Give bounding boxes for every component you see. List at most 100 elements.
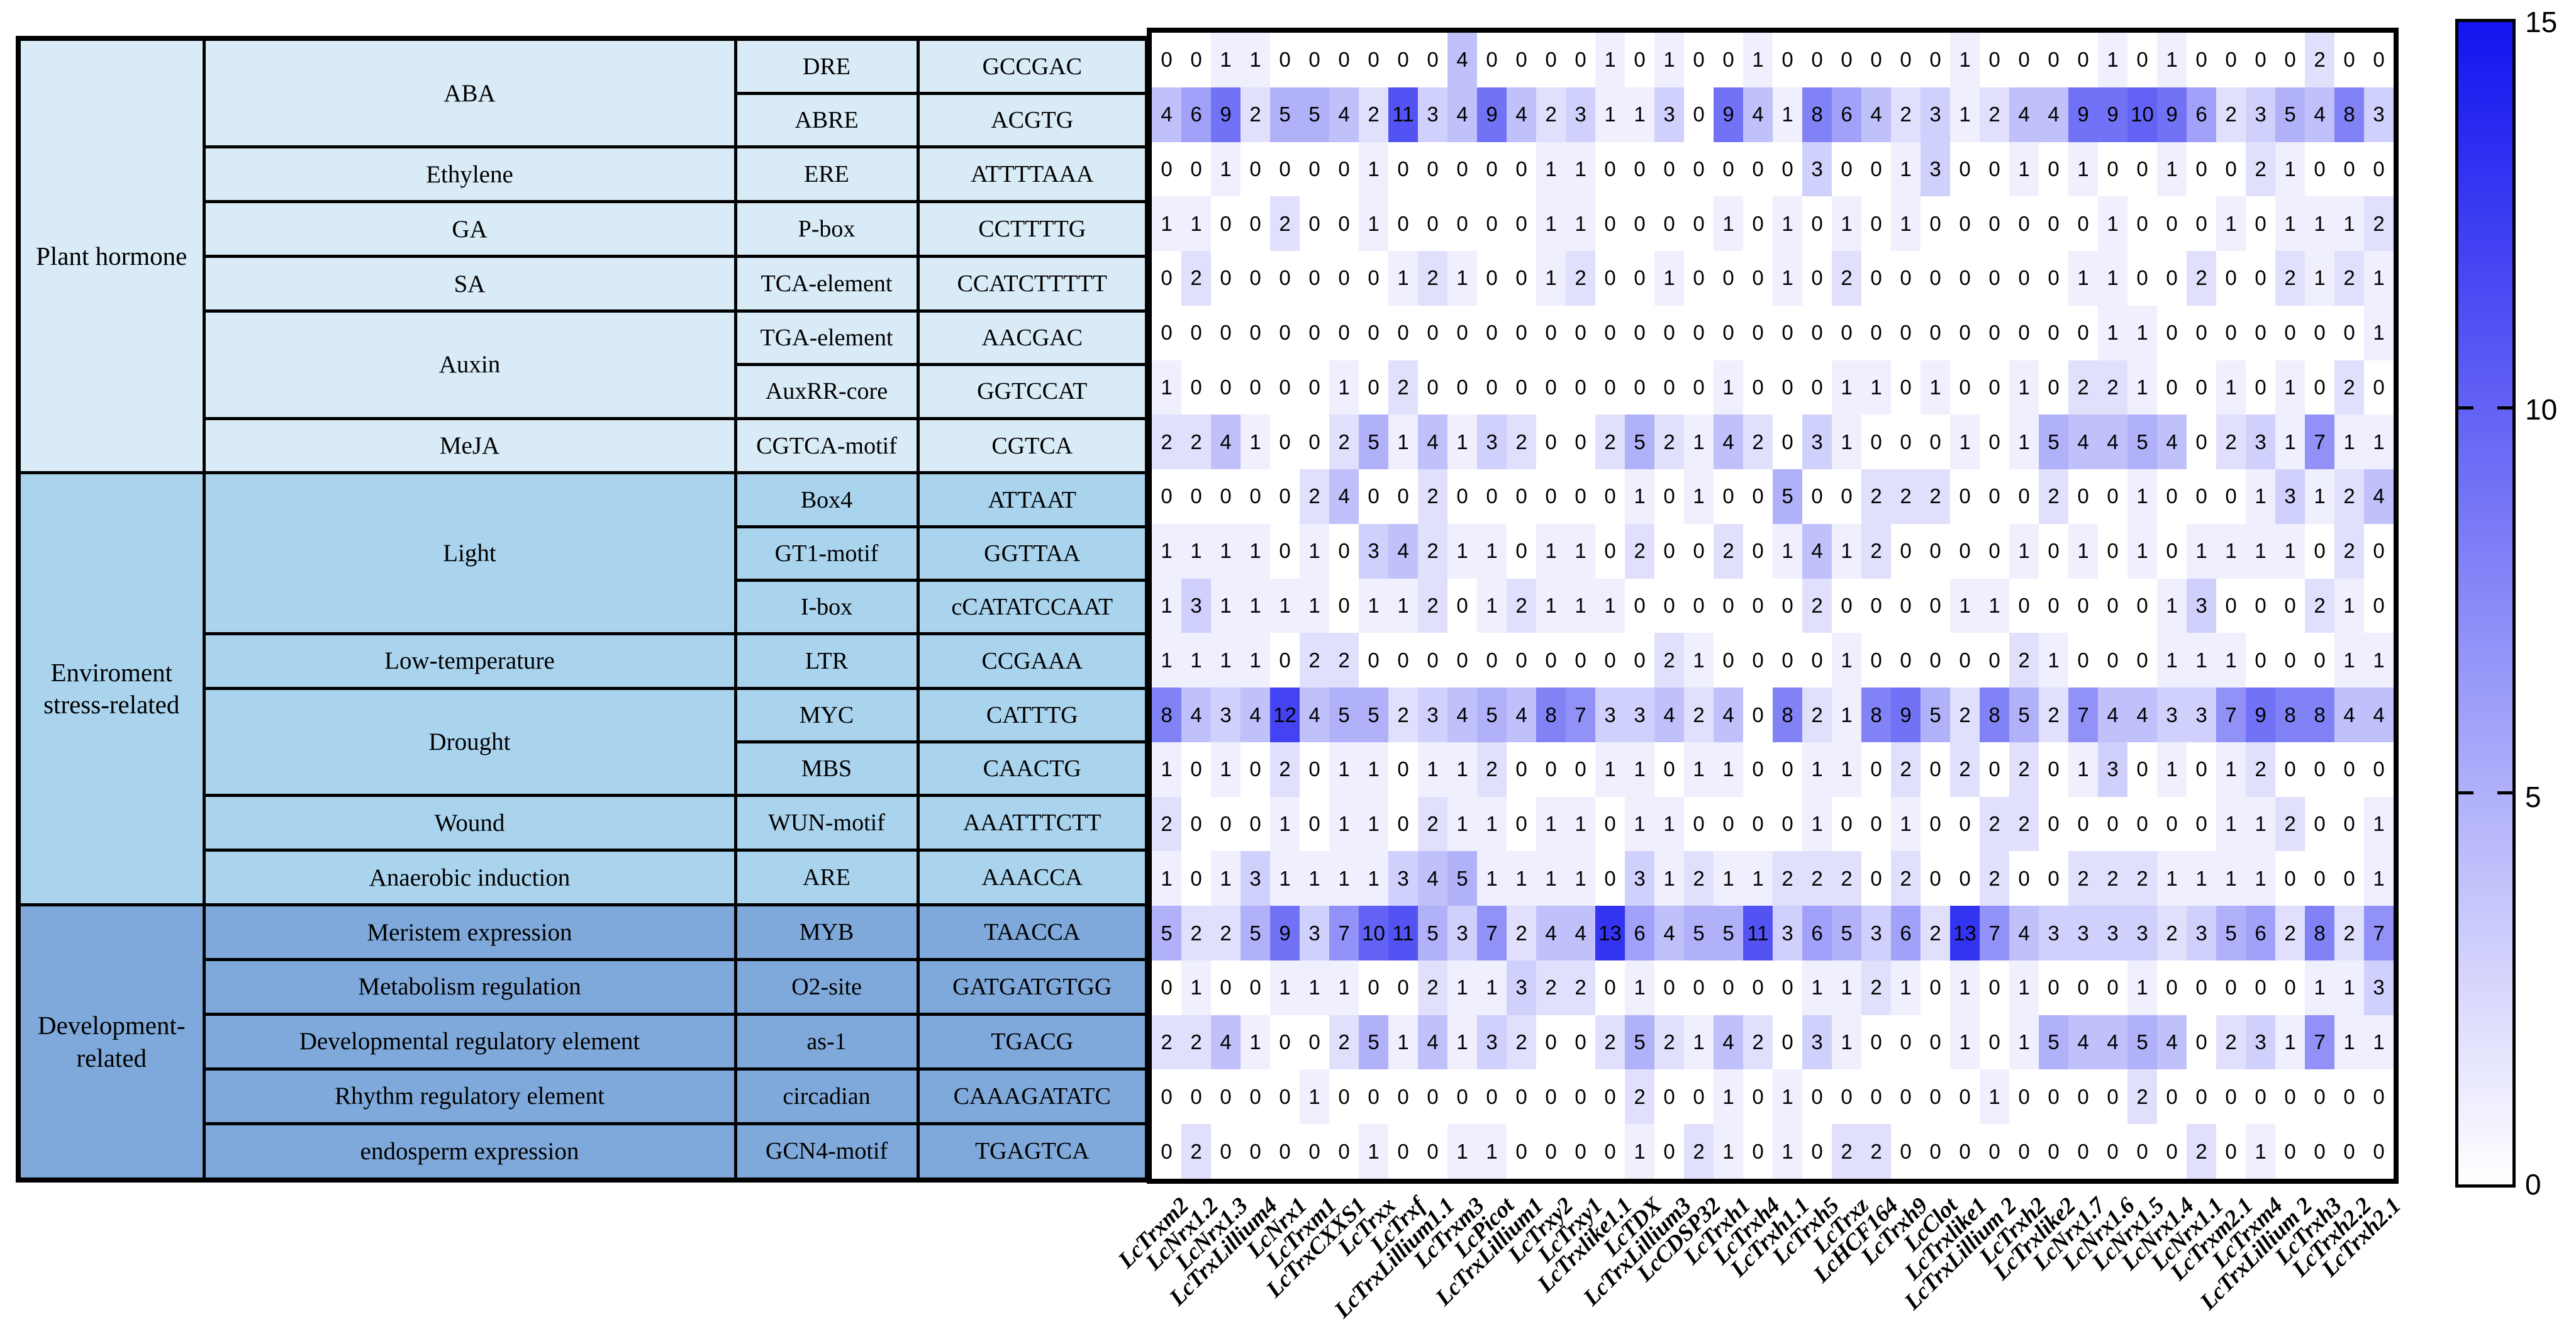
heatmap-cell: 0 (1980, 469, 2009, 524)
heatmap-cell: 2 (1861, 1124, 1891, 1179)
heatmap-cell: 8 (1980, 687, 2009, 742)
heatmap-cell: 0 (1447, 1069, 1477, 1125)
heatmap-cell: 2 (1566, 960, 1595, 1015)
heatmap-cell: 3 (1418, 87, 1447, 142)
heatmap-cell: 0 (2039, 33, 2068, 87)
heatmap-cell: 0 (2246, 196, 2275, 252)
heatmap-cell: 0 (2039, 960, 2068, 1015)
heatmap-cell: 0 (1181, 33, 1211, 87)
heatmap-cell: 0 (1507, 33, 1536, 87)
heatmap-cell: 7 (1477, 906, 1507, 960)
heatmap-cell: 2 (1359, 87, 1388, 142)
heatmap-cell: 2 (1921, 906, 1950, 960)
heatmap-cell: 0 (1595, 851, 1625, 906)
heatmap-cell: 0 (1595, 142, 1625, 197)
function-cell: Light (202, 471, 737, 635)
heatmap-cell: 1 (1802, 796, 1832, 852)
heatmap-cell: 0 (1891, 1069, 1921, 1125)
heatmap-cell: 1 (1536, 796, 1566, 852)
heatmap-cell: 0 (2187, 415, 2216, 470)
heatmap-cell: 1 (1447, 523, 1477, 579)
cis-element-table: Plant hormone ABA DRE GCCGAC ABRE ACGTG Ethyle… (16, 36, 1150, 1183)
heatmap-cell: 1 (1152, 742, 1181, 797)
heatmap-cell: 3 (1802, 142, 1832, 197)
heatmap-cell: 0 (1832, 578, 1861, 633)
heatmap-cell: 3 (1447, 906, 1477, 960)
heatmap-cell: 1 (1773, 251, 1802, 306)
element-cell: O2-site (733, 958, 920, 1016)
heatmap-cell: 0 (1743, 1124, 1773, 1179)
heatmap-cell: 2 (2334, 523, 2364, 579)
heatmap-cell: 0 (2187, 360, 2216, 415)
heatmap-cell: 2 (2127, 851, 2157, 906)
heatmap-cell: 0 (1418, 142, 1447, 197)
heatmap-cell: 0 (1388, 1069, 1418, 1125)
heatmap-cell: 4 (1654, 906, 1684, 960)
heatmap-cell: 0 (1300, 196, 1329, 252)
heatmap-cell: 2 (1507, 578, 1536, 633)
heatmap-cell: 0 (1566, 469, 1595, 524)
heatmap-cell: 1 (1684, 415, 1714, 470)
heatmap-cell: 1 (2127, 305, 2157, 360)
heatmap-cell: 1 (1211, 633, 1241, 688)
element-cell: GT1-motif (733, 525, 920, 582)
heatmap-cell: 1 (1447, 742, 1477, 797)
heatmap-cell: 2 (1595, 415, 1625, 470)
heatmap-cell: 0 (1388, 196, 1418, 252)
heatmap-cell: 1 (1950, 960, 1980, 1015)
heatmap-cell: 0 (1507, 633, 1536, 688)
heatmap-cell: 1 (1241, 1015, 1270, 1070)
function-cell: Wound (202, 794, 737, 852)
sequence-cell: CAAAGATATC (916, 1067, 1149, 1125)
heatmap-cell: 0 (2127, 251, 2157, 306)
sequence-cell: CCTTTTG (916, 200, 1149, 259)
heatmap-cell: 5 (2039, 415, 2068, 470)
heatmap-cell: 1 (1181, 523, 1211, 579)
heatmap-cell: 2 (2305, 578, 2334, 633)
heatmap-cell: 1 (2364, 251, 2394, 306)
heatmap-cell: 4 (2127, 687, 2157, 742)
heatmap-cell: 1 (2305, 251, 2334, 306)
heatmap-cell: 0 (2068, 196, 2098, 252)
heatmap-cell: 0 (1507, 196, 1536, 252)
heatmap-cell: 7 (1329, 906, 1359, 960)
heatmap-cell: 1 (1743, 851, 1773, 906)
heatmap-cell: 2 (2275, 251, 2305, 306)
heatmap-cell: 1 (2157, 33, 2187, 87)
heatmap-cell: 0 (1980, 415, 2009, 470)
heatmap-cell: 2 (2246, 742, 2275, 797)
heatmap-cell: 0 (1477, 251, 1507, 306)
heatmap-cell: 5 (1625, 415, 1654, 470)
heatmap-cell: 3 (1241, 851, 1270, 906)
table-row: endosperm expression GCN4-motif TGAGTCA (18, 1122, 1149, 1182)
heatmap-cell: 11 (1388, 87, 1418, 142)
heatmap-cell: 1 (1684, 1015, 1714, 1070)
heatmap-cell: 1 (2334, 415, 2364, 470)
heatmap-cell: 0 (1329, 196, 1359, 252)
heatmap-cell: 0 (2246, 633, 2275, 688)
heatmap-cell: 0 (1773, 142, 1802, 197)
heatmap-cell: 0 (1861, 142, 1891, 197)
heatmap-cell: 1 (2068, 251, 2098, 306)
heatmap-cell: 0 (1595, 196, 1625, 252)
heatmap-cell: 0 (1477, 633, 1507, 688)
heatmap-cell: 1 (2157, 742, 2187, 797)
heatmap-cell: 1 (2187, 851, 2216, 906)
heatmap-cell: 5 (1418, 906, 1447, 960)
heatmap-cell: 2 (1861, 960, 1891, 1015)
heatmap-cell: 1 (2098, 251, 2127, 306)
heatmap-cell: 0 (1980, 142, 2009, 197)
heatmap-cell: 4 (1418, 851, 1447, 906)
heatmap-cell: 0 (1625, 633, 1654, 688)
category-cell: Development-related (16, 903, 206, 1182)
heatmap-cell: 3 (2127, 906, 2157, 960)
heatmap-cell: 1 (1714, 360, 1743, 415)
heatmap-cell: 2 (2127, 1069, 2157, 1125)
heatmap-cell: 1 (1536, 196, 1566, 252)
table-row: Ethylene ERE ATTTTAAA (18, 145, 1149, 204)
table-row: Developmental regulatory element as-1 TGAC… (18, 1012, 1149, 1071)
heatmap-cell: 13 (1595, 906, 1625, 960)
heatmap-cell: 1 (1447, 1124, 1477, 1179)
heatmap-cell: 1 (1241, 578, 1270, 633)
heatmap-cell: 2 (1891, 469, 1921, 524)
